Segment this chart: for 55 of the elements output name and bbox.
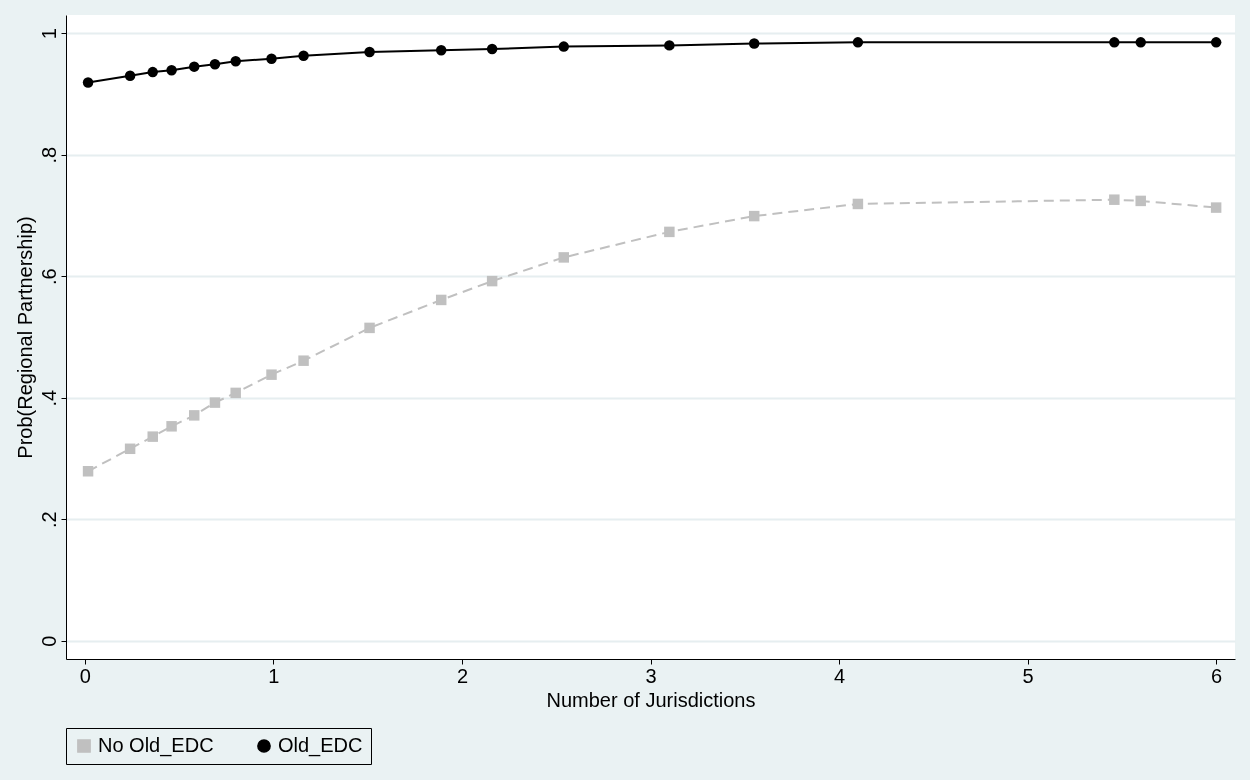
point [1109, 37, 1120, 48]
point [486, 43, 498, 55]
point [147, 66, 158, 78]
point [188, 410, 200, 421]
point [298, 355, 309, 366]
y-axis-title: Prob(Regional Partnership) [13, 216, 36, 459]
x-axis-title: Number of Jurisdictions [546, 688, 756, 711]
x-tick-label: 5 [1022, 664, 1034, 687]
point [435, 294, 447, 306]
point [230, 55, 241, 67]
x-tick-label: 1 [268, 664, 280, 687]
point [298, 50, 309, 61]
point [124, 443, 136, 455]
x-tick-label: 6 [1211, 664, 1223, 687]
y-tick-label: 1 [37, 28, 60, 40]
point [266, 369, 277, 380]
point [852, 37, 864, 48]
point [748, 38, 760, 49]
point [266, 53, 277, 64]
point [147, 431, 158, 442]
x-tick-label: 4 [833, 664, 846, 687]
point [364, 322, 375, 334]
y-tick-label: .6 [37, 268, 60, 286]
legend-label: No Old_EDC [98, 734, 214, 757]
x-tick-label: 3 [645, 664, 657, 687]
point [664, 40, 675, 51]
point [124, 70, 136, 81]
point [664, 226, 675, 238]
point [188, 61, 200, 72]
x-tick-label: 0 [79, 664, 91, 687]
legend-label: Old_EDC [278, 734, 363, 757]
y-tick-label: .8 [37, 146, 60, 164]
point [852, 198, 864, 210]
point [82, 466, 94, 477]
point [209, 58, 221, 70]
point [435, 45, 447, 56]
point [558, 252, 570, 263]
point [1135, 195, 1146, 207]
point [166, 421, 177, 432]
point [364, 46, 375, 58]
y-tick-label: .2 [37, 511, 60, 529]
point [1135, 37, 1146, 48]
point [166, 65, 177, 76]
point [1109, 194, 1120, 205]
point [209, 397, 221, 408]
point [486, 275, 498, 287]
point [82, 77, 94, 88]
x-tick-label: 2 [456, 664, 469, 687]
point [748, 210, 760, 222]
y-tick-label: 0 [37, 635, 60, 647]
point [230, 387, 241, 399]
point [558, 41, 570, 52]
y-tick-label: .4 [37, 389, 60, 407]
point [1210, 202, 1222, 213]
point [1210, 37, 1222, 48]
